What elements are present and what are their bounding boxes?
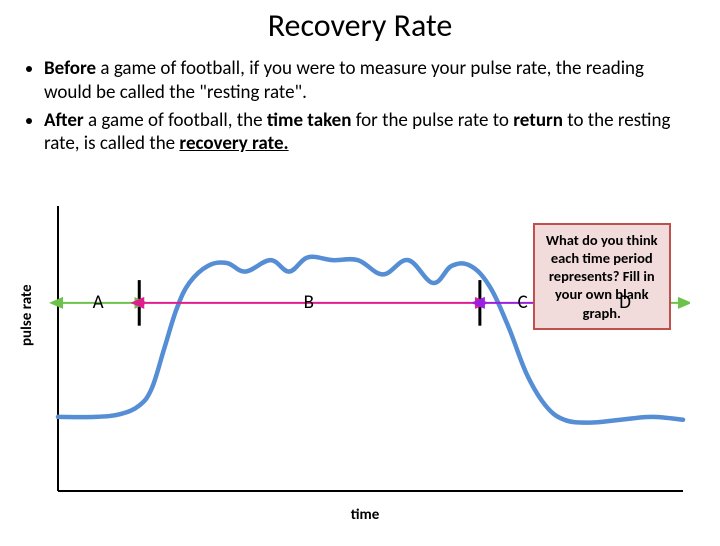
x-axis-label: time [30, 506, 700, 524]
bullet-2-recovery: recovery rate. [179, 132, 288, 155]
bullet-2-time: time taken [267, 109, 352, 132]
bullet-1-bold: Before [44, 57, 96, 80]
bullet-2-return: return [513, 109, 563, 132]
chart-area: pulse rate time What do you think each t… [30, 191, 700, 526]
bullet-1-text: a game of football, if you were to measu… [44, 57, 644, 104]
bullet-list: Before a game of football, if you were t… [44, 57, 690, 156]
bullet-2-after: After [44, 109, 84, 132]
phase-label-d: D [619, 291, 631, 314]
phase-label-b: B [304, 291, 314, 314]
bullet-2: After a game of football, the time taken… [44, 109, 690, 157]
y-axis-label: pulse rate [18, 284, 36, 346]
phase-label-a: A [93, 291, 104, 314]
page-title: Recovery Rate [0, 6, 720, 45]
bullet-1: Before a game of football, if you were t… [44, 57, 690, 105]
phase-label-c: C [518, 291, 528, 314]
callout-box: What do you think each time period repre… [533, 223, 671, 330]
